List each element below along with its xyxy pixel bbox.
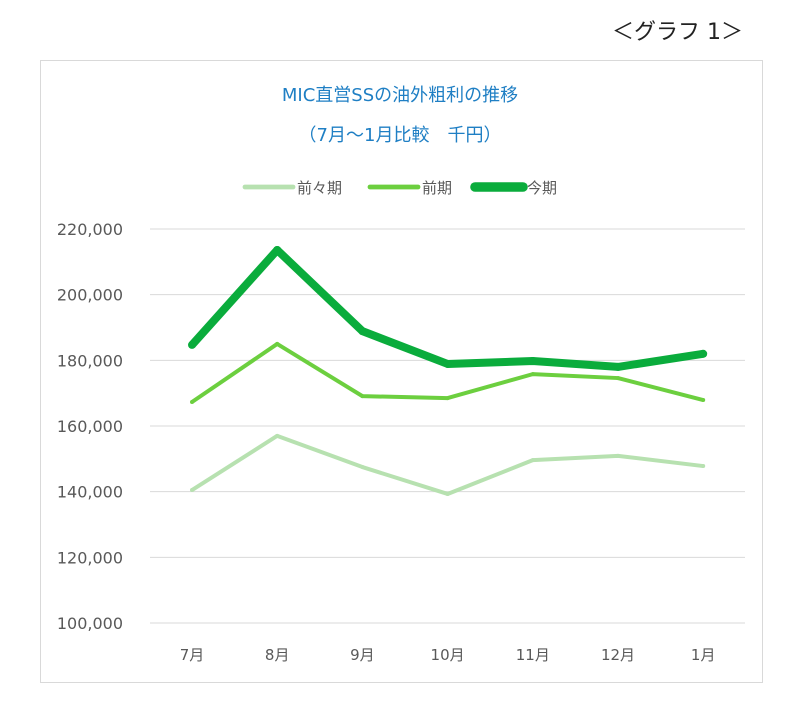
y-tick-label: 220,000	[57, 220, 123, 239]
data-point	[701, 398, 706, 403]
data-point	[358, 327, 367, 336]
legend-label: 前期	[422, 179, 452, 197]
x-tick-label: 12月	[601, 646, 635, 664]
data-point	[190, 488, 194, 493]
data-point	[616, 453, 620, 458]
series-line-2	[190, 341, 704, 404]
x-tick-label: 9月	[350, 646, 375, 664]
data-point	[614, 362, 622, 371]
data-point	[360, 465, 365, 470]
data-point	[275, 433, 280, 438]
x-tick-label: 1月	[691, 646, 716, 664]
y-tick-label: 200,000	[57, 286, 123, 305]
data-point	[445, 491, 450, 496]
x-tick-label: 11月	[516, 646, 550, 664]
x-tick-label: 7月	[180, 646, 205, 664]
data-point	[616, 376, 620, 381]
y-tick-label: 140,000	[57, 483, 123, 502]
data-point	[445, 396, 450, 401]
data-point	[528, 356, 537, 365]
data-point	[190, 400, 194, 405]
y-tick-label: 120,000	[57, 548, 123, 567]
chart-subtitle: （7月～1月比較 千円）	[299, 125, 502, 146]
data-point	[699, 349, 708, 358]
chart-frame	[40, 60, 763, 683]
data-point	[701, 464, 706, 469]
y-tick-label: 180,000	[57, 351, 123, 370]
y-tick-label: 160,000	[57, 417, 123, 436]
chart-title: MIC直営SSの油外粗利の推移	[282, 85, 518, 106]
data-point	[275, 341, 280, 346]
data-point	[360, 394, 365, 399]
data-point	[530, 458, 535, 463]
figure-label: ＜グラフ 1＞	[612, 20, 743, 45]
x-tick-label: 8月	[265, 646, 290, 664]
data-point	[530, 372, 535, 377]
data-point	[188, 340, 196, 349]
x-tick-label: 10月	[431, 646, 465, 664]
legend-label: 前々期	[297, 179, 342, 197]
y-tick-label: 100,000	[57, 614, 123, 633]
series-line-1	[190, 433, 704, 496]
data-point	[273, 246, 282, 255]
data-point	[443, 359, 452, 368]
legend-label: 今期	[527, 179, 557, 197]
